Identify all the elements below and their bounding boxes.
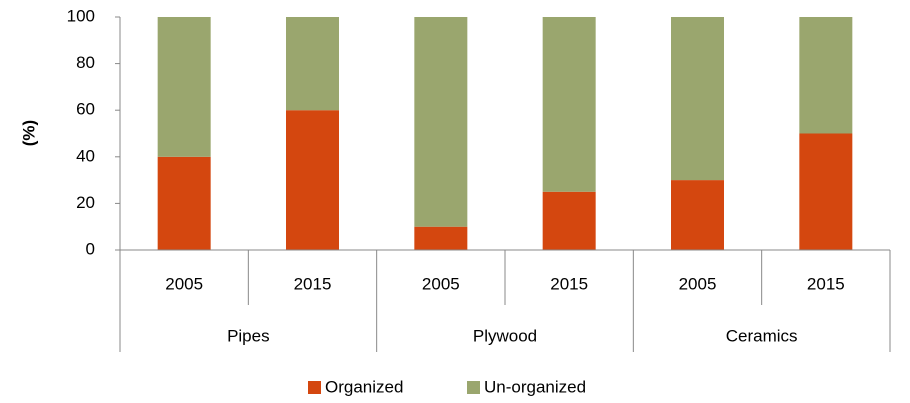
group-label: Ceramics [726, 326, 798, 345]
bar-segment [799, 133, 853, 250]
legend-label: Un-organized [484, 377, 586, 396]
bar-segment [286, 110, 339, 250]
y-tick-label: 60 [76, 100, 95, 119]
bar-segment [157, 156, 211, 250]
bar-segment [414, 17, 468, 227]
bar-segment [414, 226, 468, 250]
bar-segment [799, 17, 853, 134]
legend-swatch [467, 381, 480, 394]
x-tick-label: 2015 [294, 274, 332, 293]
x-tick-label: 2015 [550, 274, 588, 293]
bar-segment [286, 17, 339, 111]
y-tick-label: 0 [86, 239, 95, 258]
y-axis-label: (%) [19, 120, 38, 146]
x-tick-label: 2005 [679, 274, 717, 293]
x-tick-label: 2015 [807, 274, 845, 293]
y-tick-label: 40 [76, 146, 95, 165]
bar-segment [671, 17, 724, 181]
bar-segment [671, 180, 724, 250]
x-tick-label: 2005 [165, 274, 203, 293]
y-tick-label: 80 [76, 53, 95, 72]
x-tick-label: 2005 [422, 274, 460, 293]
legend-label: Organized [325, 377, 403, 396]
legend-swatch [308, 381, 321, 394]
group-label: Plywood [473, 326, 537, 345]
bar-segment [542, 17, 596, 192]
bar-segment [542, 191, 596, 250]
group-label: Pipes [227, 326, 270, 345]
y-tick-label: 100 [67, 6, 95, 25]
bar-segment [157, 17, 211, 157]
y-tick-label: 20 [76, 193, 95, 212]
